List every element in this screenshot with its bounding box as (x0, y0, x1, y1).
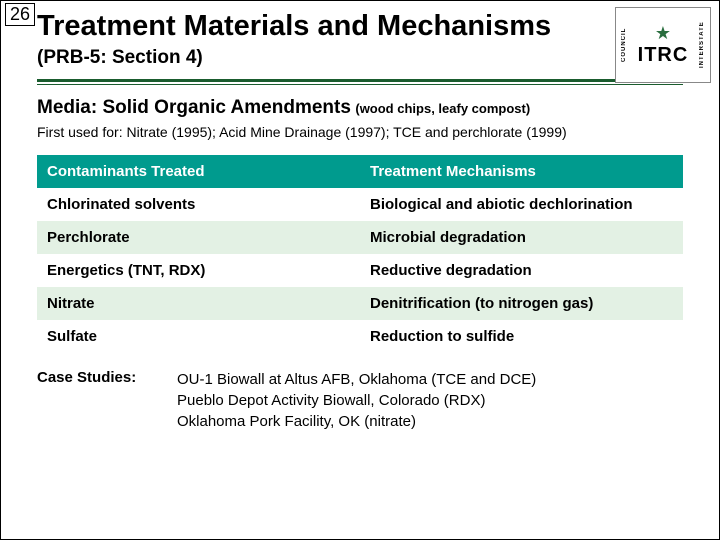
table-header: Treatment Mechanisms (360, 155, 683, 188)
table-cell: Energetics (TNT, RDX) (37, 254, 360, 287)
table-header-row: Contaminants Treated Treatment Mechanism… (37, 155, 683, 188)
case-studies-label: Case Studies: (37, 369, 177, 432)
logo-right-top: INTERSTATE (699, 22, 705, 69)
divider-thick (37, 79, 683, 82)
table-cell: Reductive degradation (360, 254, 683, 287)
case-studies: Case Studies: OU-1 Biowall at Altus AFB,… (37, 369, 683, 432)
table-cell: Reduction to sulfide (360, 320, 683, 353)
logo-center: ★ ITRC (632, 8, 694, 82)
media-label: Media: Solid Organic Amendments (37, 97, 351, 118)
slide: 26 Treatment Materials and Mechanisms (P… (0, 0, 720, 540)
logo-left-text: COUNCIL (616, 8, 632, 82)
table-row: Energetics (TNT, RDX) Reductive degradat… (37, 254, 683, 287)
itrc-logo: COUNCIL ★ ITRC INTERSTATE (615, 7, 711, 83)
table-cell: Perchlorate (37, 221, 360, 254)
slide-title: Treatment Materials and Mechanisms (37, 11, 609, 43)
logo-star-icon: ★ (655, 23, 671, 44)
table-cell: Chlorinated solvents (37, 188, 360, 221)
content: Media: Solid Organic Amendments (wood ch… (1, 97, 719, 432)
table-row: Chlorinated solvents Biological and abio… (37, 188, 683, 221)
media-sub: (wood chips, leafy compost) (355, 101, 530, 116)
table-header: Contaminants Treated (37, 155, 360, 188)
table-row: Sulfate Reduction to sulfide (37, 320, 683, 353)
table-row: Perchlorate Microbial degradation (37, 221, 683, 254)
slide-subtitle: (PRB-5: Section 4) (37, 47, 609, 69)
table-cell: Denitrification (to nitrogen gas) (360, 287, 683, 320)
header: Treatment Materials and Mechanisms (PRB-… (1, 1, 719, 75)
table-cell: Biological and abiotic dechlorination (360, 188, 683, 221)
case-line: Pueblo Depot Activity Biowall, Colorado … (177, 390, 536, 411)
first-used-text: First used for: Nitrate (1995); Acid Min… (37, 123, 683, 141)
divider (37, 79, 683, 85)
table-cell: Sulfate (37, 320, 360, 353)
case-line: Oklahoma Pork Facility, OK (nitrate) (177, 411, 536, 432)
media-heading: Media: Solid Organic Amendments (wood ch… (37, 97, 683, 119)
case-studies-body: OU-1 Biowall at Altus AFB, Oklahoma (TCE… (177, 369, 536, 432)
logo-right-text: INTERSTATE (694, 8, 710, 82)
table-row: Nitrate Denitrification (to nitrogen gas… (37, 287, 683, 320)
logo-main-text: ITRC (638, 44, 689, 67)
table-cell: Microbial degradation (360, 221, 683, 254)
table-cell: Nitrate (37, 287, 360, 320)
case-line: OU-1 Biowall at Altus AFB, Oklahoma (TCE… (177, 369, 536, 390)
divider-thin (37, 84, 683, 85)
treatment-table: Contaminants Treated Treatment Mechanism… (37, 155, 683, 353)
